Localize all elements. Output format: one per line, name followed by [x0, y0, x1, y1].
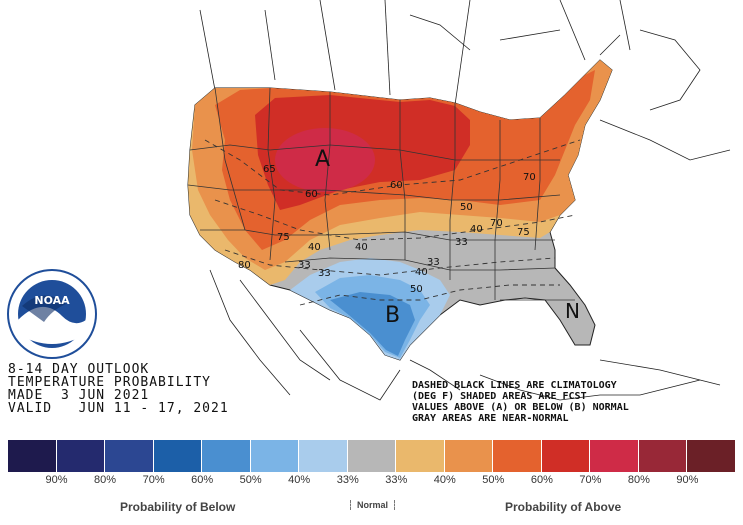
legend-swatch: [250, 440, 300, 472]
legend-swatch: [56, 440, 106, 472]
legend-swatch: [8, 440, 57, 472]
note-line: GRAY AREAS ARE NEAR-NORMAL: [412, 413, 569, 424]
contour-label: 75: [517, 227, 530, 238]
contour-label: 40: [355, 242, 368, 253]
legend-tick: 80%: [94, 474, 117, 486]
above-label: A: [315, 147, 330, 172]
note-line: DASHED BLACK LINES ARE CLIMATOLOGY: [412, 380, 617, 391]
legend-swatch: [687, 440, 736, 472]
contour-label: 70: [490, 218, 503, 229]
note-line: (DEG F) SHADED AREAS ARE FCST: [412, 391, 587, 402]
legend-swatch: [347, 440, 397, 472]
contour-label: 60: [390, 180, 403, 191]
title-line: VALID JUN 11 - 17, 2021: [8, 401, 229, 416]
legend-swatch: [590, 440, 639, 472]
legend-swatch: [105, 440, 154, 472]
legend-tick: 40%: [433, 474, 456, 486]
contour-label: 33: [298, 260, 311, 271]
contour-label: 60: [305, 189, 318, 200]
below-caption: Probability of Below: [120, 500, 236, 514]
title-line: TEMPERATURE PROBABILITY: [8, 375, 212, 390]
contour-label: 40: [470, 224, 483, 235]
legend-tick: 90%: [45, 474, 68, 486]
above-caption: Probability of Above: [505, 500, 622, 514]
normal-caption: Normal: [350, 500, 396, 510]
contour-label: 50: [460, 202, 473, 213]
title-line: MADE 3 JUN 2021: [8, 388, 150, 403]
legend-tick: 70%: [579, 474, 602, 486]
contour-label: 75: [277, 232, 290, 243]
contour-label: 33: [455, 237, 468, 248]
note-line: VALUES ABOVE (A) OR BELOW (B) NORMAL: [412, 402, 629, 413]
contour-label: 65: [263, 164, 276, 175]
legend-tick: 50%: [239, 474, 262, 486]
legend-swatch: [493, 440, 542, 472]
contour-label: 80: [238, 260, 251, 271]
legend-swatch: [638, 440, 688, 472]
contour-label: 40: [308, 242, 321, 253]
forecast-shading: [188, 60, 612, 360]
legend-tick: 60%: [530, 474, 553, 486]
legend-swatch: [153, 440, 203, 472]
outlook-title: 8-14 DAY OUTLOOK TEMPERATURE PROBABILITY…: [8, 363, 229, 415]
normal-label: N: [565, 299, 580, 323]
map-notes: DASHED BLACK LINES ARE CLIMATOLOGY (DEG …: [412, 380, 629, 424]
legend-tick: 70%: [142, 474, 165, 486]
contour-label: 40: [415, 267, 428, 278]
legend-tick: 90%: [676, 474, 699, 486]
legend-tick: 80%: [627, 474, 650, 486]
contour-label: 33: [427, 257, 440, 268]
probability-legend: [8, 440, 736, 472]
legend-tick: 50%: [482, 474, 505, 486]
outlook-map: NOAA A B N 65 60 60 75 75 40 40 40 40 50…: [7, 0, 731, 401]
legend-tick: 33%: [336, 474, 359, 486]
legend-swatch: [396, 440, 445, 472]
map-labels: A B N 65 60 60 75 75 40 40 40 40 50 50 3…: [238, 147, 580, 328]
legend-swatch: [299, 440, 348, 472]
legend-swatch: [202, 440, 251, 472]
noaa-logo-text: NOAA: [34, 294, 70, 307]
neighbor-borders: [199, 0, 731, 401]
noaa-logo-icon: NOAA: [7, 269, 97, 359]
legend-tick: 60%: [191, 474, 214, 486]
below-label: B: [385, 303, 400, 328]
legend-tick: 33%: [385, 474, 408, 486]
climatology-contours: [204, 139, 581, 306]
contour-label: 70: [523, 172, 536, 183]
contour-label: 33: [318, 268, 331, 279]
legend-tick: 40%: [288, 474, 311, 486]
contour-label: 50: [410, 284, 423, 295]
legend-swatch: [541, 440, 591, 472]
legend-ticks: 90% 80% 70% 60% 50% 40% 33% 33% 40% 50% 60% 70% 80% 9…: [32, 474, 711, 488]
title-line: 8-14 DAY OUTLOOK: [8, 362, 150, 377]
state-borders: [187, 87, 575, 301]
legend-swatch: [444, 440, 494, 472]
